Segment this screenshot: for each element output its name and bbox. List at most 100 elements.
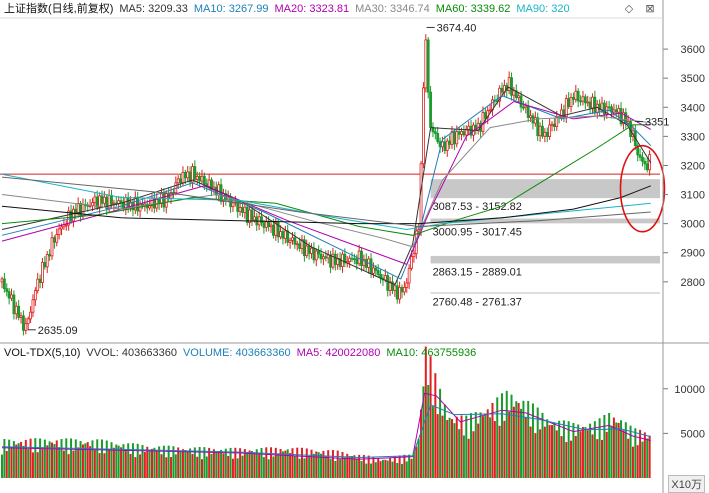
candle-body	[410, 256, 413, 269]
volume-bar	[208, 447, 211, 478]
close-icon[interactable]: ⊠	[645, 3, 655, 15]
volume-bar	[122, 444, 125, 478]
price-tick-label: 3000	[681, 219, 705, 231]
candle-body	[55, 234, 59, 243]
candle-body	[333, 253, 337, 265]
volume-bar	[284, 450, 287, 478]
candle-body	[22, 315, 25, 331]
volume-bar	[320, 453, 323, 478]
candle-body	[386, 275, 390, 291]
volume-bar	[536, 407, 539, 478]
volume-bar	[581, 426, 584, 478]
volume-bar	[155, 451, 158, 478]
volume-bar	[503, 420, 506, 478]
volume-bar	[491, 402, 494, 478]
candle-body	[591, 96, 594, 109]
volume-tick-label: 5000	[681, 428, 705, 440]
volume-bar	[1, 454, 3, 478]
volume-bar	[489, 417, 492, 478]
volume-bar	[424, 346, 427, 478]
volume-bar	[598, 418, 601, 478]
candle-body	[548, 124, 552, 138]
candle-body	[112, 202, 116, 205]
volume-bar	[481, 416, 484, 478]
volume-bar	[639, 429, 642, 478]
volume-bar	[29, 438, 32, 478]
volume-bar	[81, 444, 84, 478]
volume-bar	[108, 450, 111, 478]
volume-bar	[124, 450, 127, 478]
volume-bar	[53, 444, 56, 478]
candle-body	[593, 96, 597, 114]
candle-body	[2, 278, 6, 290]
candle-body	[57, 228, 61, 235]
volume-bar	[72, 450, 75, 478]
volume-bar	[172, 446, 175, 478]
candle-body	[279, 231, 282, 238]
candle-body	[202, 175, 206, 185]
volume-bar	[41, 448, 44, 478]
volume-bar	[322, 450, 325, 478]
price-panel[interactable]: 3087.53 - 3152.82 3000.95 - 3017.45 2863.1…	[0, 22, 669, 337]
candle-body	[445, 140, 449, 151]
candle-body	[107, 194, 111, 210]
volume-bar	[270, 447, 273, 478]
volume-bar	[84, 443, 87, 478]
candle-body	[617, 108, 621, 113]
volume-bar	[620, 420, 623, 478]
volume-bar	[553, 422, 556, 478]
candle-body	[98, 195, 102, 208]
candle-body	[176, 178, 180, 184]
volume-bar	[522, 400, 525, 478]
volume-bar	[446, 420, 449, 478]
volume-bar	[467, 438, 470, 478]
volume-bar	[362, 454, 365, 478]
volume-bar	[115, 444, 118, 478]
volume-bar	[417, 439, 420, 478]
candle-body	[17, 305, 21, 318]
volume-bar	[334, 460, 337, 478]
candle-body	[117, 200, 121, 204]
volume-bar	[501, 393, 503, 478]
candle-body	[626, 121, 630, 124]
volume-bar	[3, 439, 6, 478]
candle-body	[602, 102, 606, 115]
price-legend-item-0: MA5: 3209.33	[119, 3, 188, 15]
volume-bar	[634, 428, 637, 478]
candle-body	[183, 171, 187, 179]
volume-bar	[8, 439, 11, 478]
collapse-icon[interactable]: ◇	[624, 3, 634, 15]
volume-bar	[286, 449, 289, 478]
candle-body	[72, 208, 75, 222]
volume-legend-item-1: VOLUME: 403663360	[182, 347, 291, 359]
volume-bar	[79, 441, 82, 478]
candle-body	[36, 278, 40, 292]
price-tick-label: 3600	[681, 44, 705, 56]
volume-bar	[410, 458, 413, 478]
volume-bar	[177, 447, 180, 478]
volume-bar	[612, 417, 615, 478]
volume-bar	[331, 449, 334, 478]
volume-panel[interactable]	[1, 346, 651, 478]
volume-bar	[546, 419, 549, 478]
candle-body	[322, 256, 325, 260]
volume-bar	[274, 447, 277, 478]
volume-bar	[105, 440, 108, 478]
candle-body	[162, 193, 166, 208]
candle-body	[405, 282, 409, 288]
volume-bar	[139, 454, 142, 478]
volume-bar	[158, 446, 161, 478]
candle-body	[588, 101, 592, 109]
volume-bar	[629, 425, 632, 478]
candle-body	[264, 221, 268, 228]
candle-body	[245, 206, 249, 223]
volume-bar	[565, 441, 568, 478]
volume-bar	[217, 451, 220, 478]
ma-line-ma5	[1, 86, 652, 286]
volume-bar	[574, 436, 577, 478]
candle-body	[329, 254, 332, 268]
volume-bar	[210, 454, 213, 478]
volume-ma-ma5	[1, 392, 651, 460]
volume-bar	[591, 434, 594, 478]
volume-bar	[389, 458, 392, 478]
